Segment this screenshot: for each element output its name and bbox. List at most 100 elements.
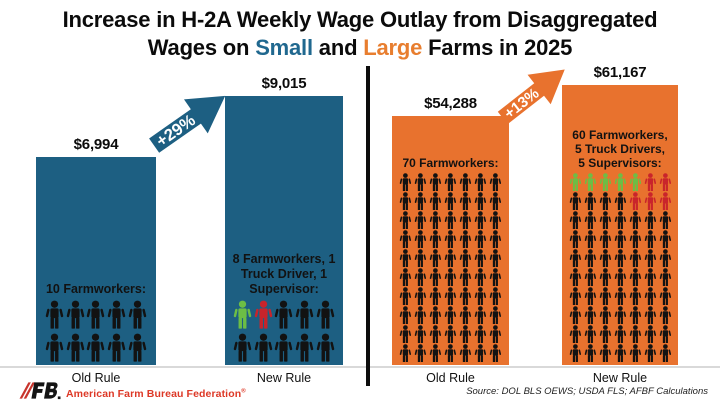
person-icon — [584, 173, 597, 191]
person-icon — [295, 333, 314, 362]
person-icon — [399, 230, 412, 248]
person-icon — [659, 249, 672, 267]
person-icon — [414, 325, 427, 343]
person-icon — [254, 300, 273, 329]
registered-mark: ® — [241, 388, 246, 395]
person-icon — [614, 211, 627, 229]
worker-icon-grid — [232, 300, 336, 362]
title-text: Farms in 2025 — [422, 35, 573, 60]
person-icon — [614, 306, 627, 324]
person-icon — [429, 173, 442, 191]
person-icon — [569, 249, 582, 267]
person-icon — [599, 249, 612, 267]
person-icon — [444, 192, 457, 210]
person-icon — [569, 268, 582, 286]
person-icon — [644, 211, 657, 229]
person-icon — [414, 230, 427, 248]
increase-arrow-large: +13% — [490, 54, 577, 134]
afbf-logo-icon — [19, 382, 61, 400]
person-icon — [644, 192, 657, 210]
person-icon — [414, 287, 427, 305]
person-icon — [429, 287, 442, 305]
person-icon — [599, 211, 612, 229]
person-icon — [584, 306, 597, 324]
person-icon — [489, 306, 502, 324]
person-icon — [429, 268, 442, 286]
person-icon — [629, 192, 642, 210]
person-icon — [489, 268, 502, 286]
person-icon — [429, 344, 442, 362]
person-icon — [569, 344, 582, 362]
bar-small-old-rule: $6,994 10 Farmworkers: — [36, 136, 156, 365]
person-icon — [584, 268, 597, 286]
person-icon — [45, 333, 64, 362]
person-icon — [66, 333, 85, 362]
person-icon — [644, 306, 657, 324]
value-label: $61,167 — [593, 64, 647, 81]
person-icon — [233, 300, 252, 329]
person-icon — [399, 192, 412, 210]
person-icon — [614, 287, 627, 305]
person-icon — [659, 192, 672, 210]
person-icon — [474, 344, 487, 362]
title-text: and — [312, 35, 364, 60]
title-line-2: Wages on Small and Large Farms in 2025 — [0, 34, 720, 62]
person-icon — [584, 230, 597, 248]
person-icon — [233, 333, 252, 362]
person-icon — [614, 230, 627, 248]
baseline — [0, 366, 720, 368]
person-icon — [629, 249, 642, 267]
value-label: $6,994 — [73, 136, 119, 153]
person-icon — [659, 268, 672, 286]
person-icon — [629, 230, 642, 248]
person-icon — [459, 306, 472, 324]
person-icon — [584, 192, 597, 210]
person-icon — [444, 211, 457, 229]
person-icon — [489, 287, 502, 305]
person-icon — [584, 249, 597, 267]
person-icon — [659, 325, 672, 343]
person-icon — [399, 211, 412, 229]
person-icon — [399, 268, 412, 286]
person-icon — [295, 300, 314, 329]
person-icon — [414, 268, 427, 286]
person-icon — [274, 333, 293, 362]
increase-pct-small: +29% — [153, 110, 199, 150]
person-icon — [414, 173, 427, 191]
bar-caption: 10 Farmworkers: — [45, 282, 147, 296]
person-icon — [459, 249, 472, 267]
person-icon — [254, 333, 273, 362]
person-icon — [569, 306, 582, 324]
person-icon — [414, 249, 427, 267]
person-icon — [429, 230, 442, 248]
title-highlight-small: Small — [255, 35, 313, 60]
person-icon — [459, 268, 472, 286]
person-icon — [474, 268, 487, 286]
person-icon — [659, 287, 672, 305]
worker-icon-grid — [568, 173, 673, 362]
person-icon — [474, 192, 487, 210]
person-icon — [444, 325, 457, 343]
person-icon — [459, 325, 472, 343]
person-icon — [614, 268, 627, 286]
person-icon — [444, 173, 457, 191]
person-icon — [128, 300, 147, 329]
person-icon — [316, 300, 335, 329]
person-icon — [599, 173, 612, 191]
person-icon — [444, 344, 457, 362]
person-icon — [614, 249, 627, 267]
person-icon — [659, 230, 672, 248]
person-icon — [429, 306, 442, 324]
person-icon — [414, 211, 427, 229]
person-icon — [66, 300, 85, 329]
person-icon — [474, 287, 487, 305]
person-icon — [107, 333, 126, 362]
person-icon — [444, 268, 457, 286]
person-icon — [614, 173, 627, 191]
axis-label-large-old: Old Rule — [426, 371, 475, 385]
worker-icon-grid — [44, 300, 148, 362]
bar-large-new-rule: $61,167 60 Farmworkers, 5 Truck Drivers,… — [562, 64, 678, 365]
person-icon — [644, 173, 657, 191]
person-icon — [429, 192, 442, 210]
person-icon — [569, 211, 582, 229]
